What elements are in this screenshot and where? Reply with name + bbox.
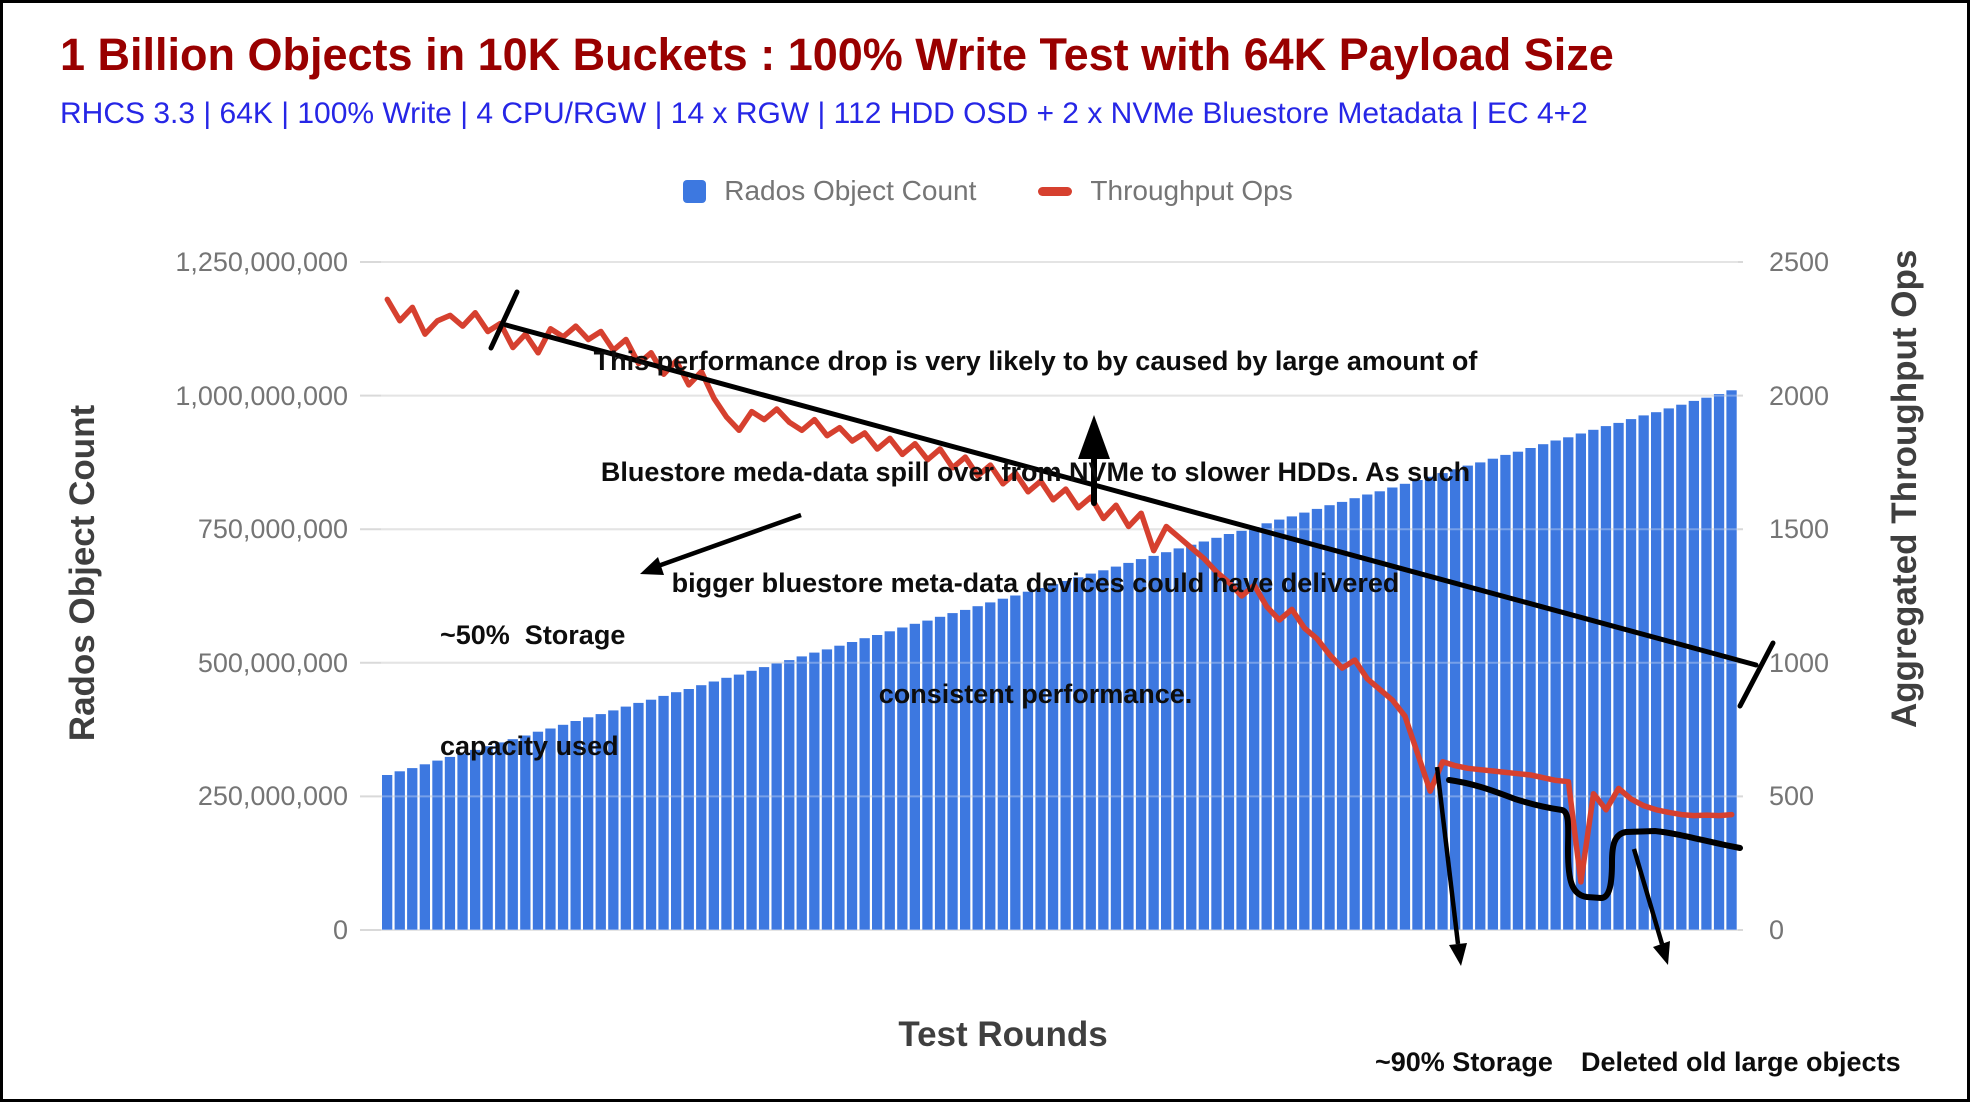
legend-label-rados: Rados Object Count bbox=[724, 175, 977, 206]
chart-subtitle: RHCS 3.3 | 64K | 100% Write | 4 CPU/RGW … bbox=[60, 97, 1588, 130]
annotation-50pct-storage: ~50% Storage capacity used bbox=[440, 620, 626, 761]
left-tick-500m: 500,000,000 bbox=[197, 648, 348, 678]
arrow-deleted bbox=[1631, 848, 1670, 965]
legend-label-throughput: Throughput Ops bbox=[1090, 175, 1293, 206]
right-axis-title: Aggregated Throughput Ops bbox=[1885, 249, 1924, 728]
arrow-90pct bbox=[1434, 766, 1467, 966]
right-tick-500: 500 bbox=[1769, 781, 1815, 811]
trend-line bbox=[503, 322, 1759, 668]
left-axis-title: Rados Object Count bbox=[63, 404, 102, 742]
legend: Rados Object Count Throughput Ops bbox=[3, 175, 1967, 207]
left-tick-750m: 750,000,000 bbox=[197, 514, 348, 544]
dip-outline-curve bbox=[1446, 777, 1743, 901]
legend-swatch-throughput-icon bbox=[1038, 186, 1073, 196]
annotation-performance-drop: This performance drop is very likely to … bbox=[593, 346, 1478, 709]
annotation-deleted-objects: Deleted old large objects to reclaim spa… bbox=[1581, 1047, 1901, 1077]
chart-title: 1 Billion Objects in 10K Buckets : 100% … bbox=[60, 29, 1614, 80]
arrow-50pct bbox=[640, 512, 802, 575]
right-tick-1000: 1000 bbox=[1769, 648, 1830, 678]
bars-series bbox=[382, 390, 1737, 930]
right-tick-2000: 2000 bbox=[1769, 381, 1830, 411]
left-tick-1000m: 1,000,000,000 bbox=[175, 381, 348, 411]
left-tick-0: 0 bbox=[332, 915, 348, 945]
left-tick-1250m: 1,250,000,000 bbox=[175, 247, 348, 277]
right-tick-2500: 2500 bbox=[1769, 247, 1830, 277]
trend-line-start-tick bbox=[488, 289, 520, 351]
plot-area bbox=[360, 261, 1776, 966]
right-tick-1500: 1500 bbox=[1769, 514, 1830, 544]
trend-line-end-tick bbox=[1737, 640, 1776, 709]
arrow-up bbox=[1078, 415, 1110, 506]
throughput-line bbox=[384, 296, 1735, 885]
right-tick-0: 0 bbox=[1769, 915, 1785, 945]
annotation-90pct-storage: ~90% Storage capacity used bbox=[1375, 1047, 1553, 1077]
x-axis-title: Test Rounds bbox=[898, 1015, 1108, 1054]
left-tick-250m: 250,000,000 bbox=[197, 781, 348, 811]
legend-swatch-rados-icon bbox=[683, 179, 707, 203]
